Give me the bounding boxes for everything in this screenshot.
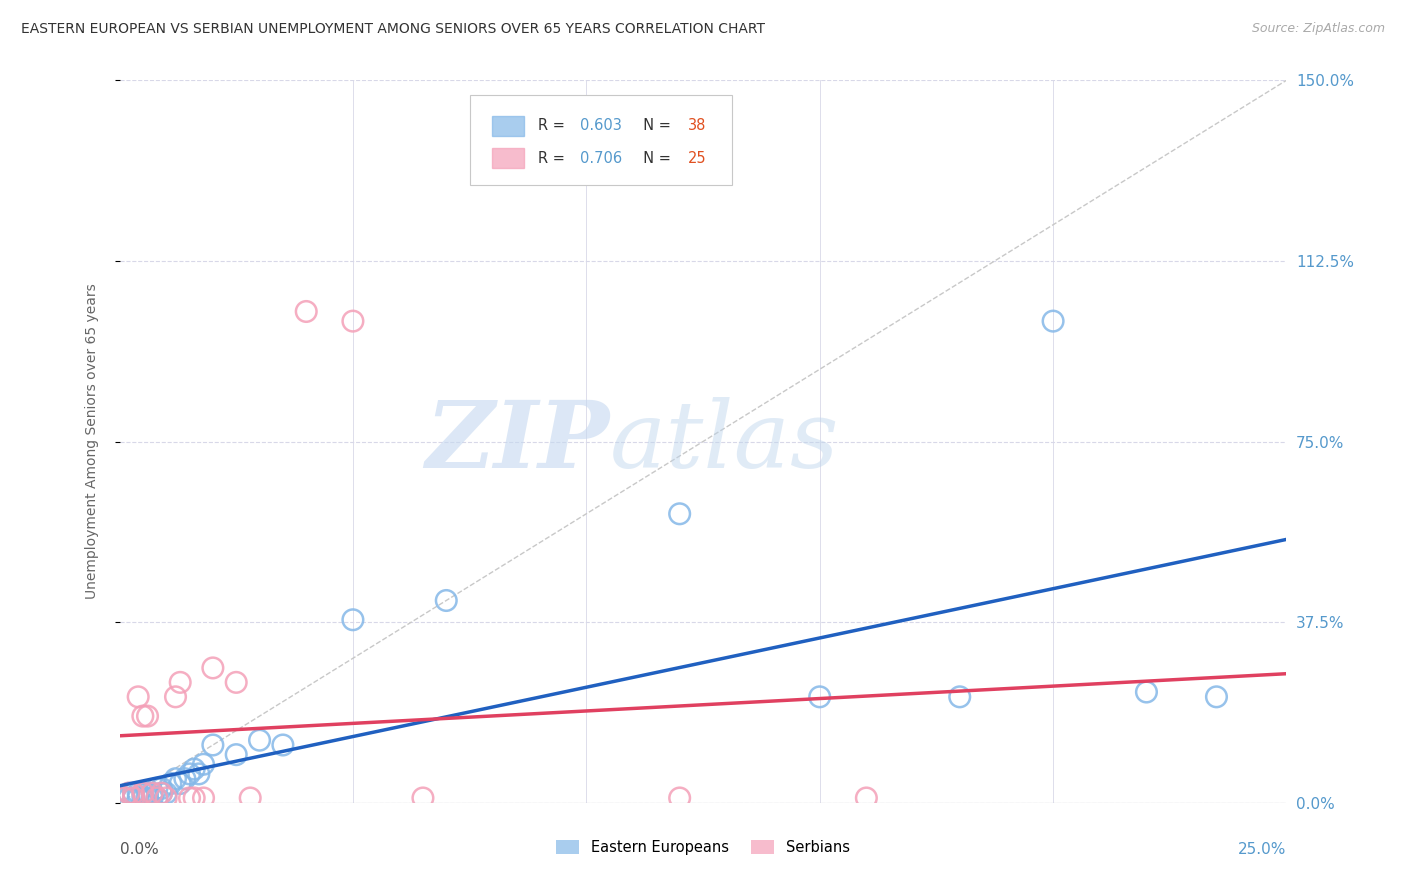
Text: ZIP: ZIP bbox=[426, 397, 610, 486]
Point bbox=[118, 786, 141, 800]
Point bbox=[342, 613, 364, 627]
Point bbox=[150, 786, 173, 800]
Text: atlas: atlas bbox=[610, 397, 839, 486]
Text: N =: N = bbox=[634, 119, 676, 133]
Point bbox=[183, 762, 205, 776]
Point bbox=[112, 791, 135, 805]
Point bbox=[412, 791, 434, 805]
Point bbox=[132, 709, 155, 723]
Bar bbox=[492, 148, 524, 169]
Point bbox=[146, 791, 169, 805]
Point bbox=[118, 786, 141, 800]
Point bbox=[239, 791, 262, 805]
Text: EASTERN EUROPEAN VS SERBIAN UNEMPLOYMENT AMONG SENIORS OVER 65 YEARS CORRELATION: EASTERN EUROPEAN VS SERBIAN UNEMPLOYMENT… bbox=[21, 22, 765, 37]
Point bbox=[122, 786, 145, 800]
Point bbox=[187, 767, 209, 781]
Point bbox=[434, 593, 457, 607]
Text: 38: 38 bbox=[688, 119, 706, 133]
Y-axis label: Unemployment Among Seniors over 65 years: Unemployment Among Seniors over 65 years bbox=[84, 284, 98, 599]
Text: 0.0%: 0.0% bbox=[120, 842, 159, 856]
Point bbox=[127, 690, 149, 704]
Point bbox=[342, 314, 364, 328]
Text: 25: 25 bbox=[688, 151, 706, 166]
Point bbox=[183, 791, 205, 805]
FancyBboxPatch shape bbox=[470, 95, 733, 185]
Point bbox=[271, 738, 294, 752]
Point bbox=[127, 791, 149, 805]
Text: 0.603: 0.603 bbox=[581, 119, 623, 133]
Point bbox=[808, 690, 831, 704]
Point bbox=[249, 733, 271, 747]
Point bbox=[141, 791, 163, 805]
Point bbox=[295, 304, 318, 318]
Point bbox=[132, 791, 155, 805]
Point bbox=[193, 757, 215, 772]
Point bbox=[1042, 314, 1064, 328]
Point bbox=[169, 776, 191, 790]
Point bbox=[132, 786, 155, 800]
Legend: Eastern Europeans, Serbians: Eastern Europeans, Serbians bbox=[550, 834, 856, 861]
Point bbox=[136, 791, 159, 805]
Text: R =: R = bbox=[538, 119, 569, 133]
Point bbox=[122, 791, 145, 805]
Point bbox=[668, 507, 690, 521]
Point bbox=[173, 772, 195, 786]
Point bbox=[201, 661, 224, 675]
Point bbox=[179, 791, 201, 805]
Point bbox=[112, 791, 135, 805]
Point bbox=[132, 786, 155, 800]
Point bbox=[136, 786, 159, 800]
Point bbox=[160, 776, 183, 790]
Point bbox=[225, 675, 247, 690]
Point bbox=[855, 791, 877, 805]
Point bbox=[225, 747, 247, 762]
Point bbox=[136, 709, 159, 723]
Point bbox=[118, 791, 141, 805]
Point bbox=[127, 786, 149, 800]
Text: 25.0%: 25.0% bbox=[1239, 842, 1286, 856]
Text: R =: R = bbox=[538, 151, 569, 166]
Point bbox=[150, 786, 173, 800]
Point bbox=[141, 786, 163, 800]
Point bbox=[201, 738, 224, 752]
Point bbox=[165, 772, 187, 786]
Point bbox=[141, 786, 163, 800]
Point bbox=[122, 791, 145, 805]
Point bbox=[169, 675, 191, 690]
Point bbox=[179, 767, 201, 781]
Point bbox=[146, 791, 169, 805]
Point bbox=[668, 791, 690, 805]
Point bbox=[146, 781, 169, 796]
Point bbox=[155, 786, 177, 800]
Text: Source: ZipAtlas.com: Source: ZipAtlas.com bbox=[1251, 22, 1385, 36]
Point bbox=[165, 690, 187, 704]
Text: N =: N = bbox=[634, 151, 676, 166]
Point bbox=[122, 786, 145, 800]
Point bbox=[193, 791, 215, 805]
Point bbox=[150, 781, 173, 796]
Bar bbox=[492, 116, 524, 136]
Text: 0.706: 0.706 bbox=[581, 151, 623, 166]
Point bbox=[155, 791, 177, 805]
Point bbox=[1135, 685, 1157, 699]
Point bbox=[1205, 690, 1227, 704]
Point bbox=[949, 690, 972, 704]
